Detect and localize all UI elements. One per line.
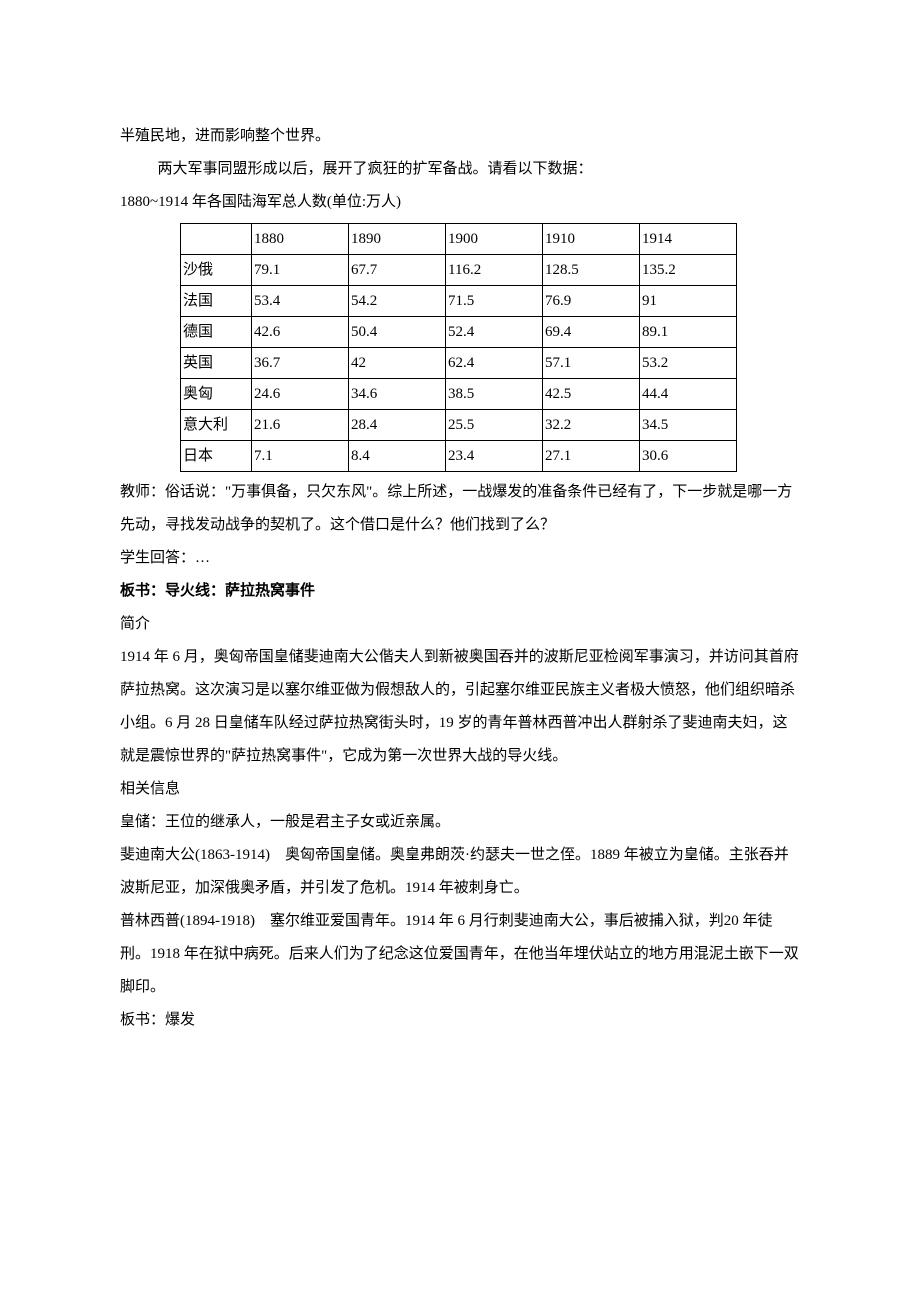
table-header-cell: 1910 bbox=[543, 224, 640, 255]
table-header-cell: 1914 bbox=[640, 224, 737, 255]
paragraph: 普林西普(1894-1918) 塞尔维亚爱国青年。1914 年 6 月行刺斐迪南… bbox=[120, 905, 800, 1004]
table-cell: 奥匈 bbox=[181, 379, 252, 410]
table-row: 意大利 21.6 28.4 25.5 32.2 34.5 bbox=[181, 410, 737, 441]
paragraph: 板书：爆发 bbox=[120, 1004, 800, 1037]
table-row: 法国 53.4 54.2 71.5 76.9 91 bbox=[181, 286, 737, 317]
table-cell: 53.4 bbox=[252, 286, 349, 317]
table-cell: 32.2 bbox=[543, 410, 640, 441]
table-cell: 30.6 bbox=[640, 441, 737, 472]
table-cell: 23.4 bbox=[446, 441, 543, 472]
table-cell: 53.2 bbox=[640, 348, 737, 379]
table-cell: 116.2 bbox=[446, 255, 543, 286]
table-cell: 76.9 bbox=[543, 286, 640, 317]
table-header-cell: 1880 bbox=[252, 224, 349, 255]
table-cell: 24.6 bbox=[252, 379, 349, 410]
table-cell: 42.5 bbox=[543, 379, 640, 410]
paragraph: 教师：俗话说："万事俱备，只欠东风"。综上所述，一战爆发的准备条件已经有了，下一… bbox=[120, 476, 800, 542]
table-cell: 25.5 bbox=[446, 410, 543, 441]
table-cell: 34.6 bbox=[349, 379, 446, 410]
table-cell: 79.1 bbox=[252, 255, 349, 286]
heading-bold: 板书：导火线：萨拉热窝事件 bbox=[120, 575, 800, 608]
table-cell: 67.7 bbox=[349, 255, 446, 286]
table-cell: 英国 bbox=[181, 348, 252, 379]
paragraph: 简介 bbox=[120, 608, 800, 641]
table-row: 日本 7.1 8.4 23.4 27.1 30.6 bbox=[181, 441, 737, 472]
table-cell: 日本 bbox=[181, 441, 252, 472]
paragraph: 半殖民地，进而影响整个世界。 bbox=[120, 120, 800, 153]
table-header-row: 1880 1890 1900 1910 1914 bbox=[181, 224, 737, 255]
paragraph: 斐迪南大公(1863-1914) 奥匈帝国皇储。奥皇弗朗茨·约瑟夫一世之侄。18… bbox=[120, 839, 800, 905]
table-cell: 36.7 bbox=[252, 348, 349, 379]
table-cell: 21.6 bbox=[252, 410, 349, 441]
paragraph: 1914 年 6 月，奥匈帝国皇储斐迪南大公偕夫人到新被奥国吞并的波斯尼亚检阅军… bbox=[120, 641, 800, 773]
table-cell: 69.4 bbox=[543, 317, 640, 348]
table-cell: 71.5 bbox=[446, 286, 543, 317]
table-cell: 27.1 bbox=[543, 441, 640, 472]
table-cell: 意大利 bbox=[181, 410, 252, 441]
table-row: 德国 42.6 50.4 52.4 69.4 89.1 bbox=[181, 317, 737, 348]
table-row: 沙俄 79.1 67.7 116.2 128.5 135.2 bbox=[181, 255, 737, 286]
table-cell: 89.1 bbox=[640, 317, 737, 348]
table-cell: 8.4 bbox=[349, 441, 446, 472]
paragraph: 皇储：王位的继承人，一般是君主子女或近亲属。 bbox=[120, 806, 800, 839]
table-cell: 德国 bbox=[181, 317, 252, 348]
table-cell: 50.4 bbox=[349, 317, 446, 348]
table-header-cell: 1890 bbox=[349, 224, 446, 255]
table-cell: 28.4 bbox=[349, 410, 446, 441]
table-cell: 44.4 bbox=[640, 379, 737, 410]
table-cell: 91 bbox=[640, 286, 737, 317]
table-cell: 7.1 bbox=[252, 441, 349, 472]
paragraph: 相关信息 bbox=[120, 773, 800, 806]
table-header-cell: 1900 bbox=[446, 224, 543, 255]
paragraph: 两大军事同盟形成以后，展开了疯狂的扩军备战。请看以下数据： bbox=[120, 153, 800, 186]
table-row: 奥匈 24.6 34.6 38.5 42.5 44.4 bbox=[181, 379, 737, 410]
table-cell: 42 bbox=[349, 348, 446, 379]
table-title: 1880~1914 年各国陆海军总人数(单位:万人) bbox=[120, 186, 800, 219]
table-cell: 54.2 bbox=[349, 286, 446, 317]
table-cell: 135.2 bbox=[640, 255, 737, 286]
table-cell: 38.5 bbox=[446, 379, 543, 410]
document-page: 半殖民地，进而影响整个世界。 两大军事同盟形成以后，展开了疯狂的扩军备战。请看以… bbox=[0, 0, 920, 1302]
table-cell: 法国 bbox=[181, 286, 252, 317]
table-cell: 57.1 bbox=[543, 348, 640, 379]
table-header-cell bbox=[181, 224, 252, 255]
table-cell: 沙俄 bbox=[181, 255, 252, 286]
table-cell: 42.6 bbox=[252, 317, 349, 348]
military-table: 1880 1890 1900 1910 1914 沙俄 79.1 67.7 11… bbox=[180, 223, 737, 472]
table-row: 英国 36.7 42 62.4 57.1 53.2 bbox=[181, 348, 737, 379]
table-cell: 128.5 bbox=[543, 255, 640, 286]
paragraph: 学生回答：… bbox=[120, 542, 800, 575]
table-cell: 52.4 bbox=[446, 317, 543, 348]
table-cell: 62.4 bbox=[446, 348, 543, 379]
table-cell: 34.5 bbox=[640, 410, 737, 441]
